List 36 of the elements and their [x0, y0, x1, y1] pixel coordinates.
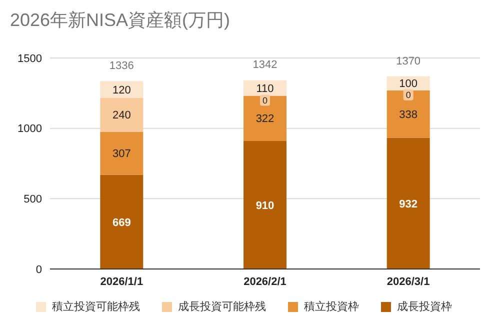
chart-title: 2026年新NISA資産額(万円) [9, 9, 232, 32]
y-tick-label: 1500 [18, 52, 42, 65]
data-label: 0 [262, 95, 268, 106]
data-label: 338 [399, 108, 418, 121]
bar [244, 96, 286, 141]
x-tick-label: 2026/1/1 [100, 276, 144, 288]
data-label: 307 [112, 148, 131, 160]
legend-label: 成長投資可能枠残 [177, 300, 266, 314]
bar [386, 138, 430, 269]
total-label: 1336 [109, 60, 134, 72]
data-label: 110 [256, 82, 274, 95]
data-label: 910 [256, 200, 274, 212]
x-tick-label: 2026/3/1 [386, 276, 430, 288]
x-tick-label: 2026/2/1 [244, 276, 286, 288]
data-label: 932 [399, 198, 418, 210]
bar [100, 174, 144, 269]
bar [100, 98, 144, 132]
total-label: 1370 [396, 55, 421, 68]
legend-label: 成長投資枠 [396, 300, 452, 314]
data-label: 120 [112, 84, 131, 96]
bar [100, 132, 144, 175]
legend-label: 積立投資可能枠残 [51, 300, 140, 314]
data-label: 322 [256, 113, 274, 126]
bar [244, 140, 286, 269]
total-label: 1342 [252, 59, 278, 72]
y-tick-label: 500 [24, 194, 42, 206]
bar [244, 80, 286, 96]
data-label: 0 [406, 90, 411, 100]
bar [100, 81, 144, 98]
legend-label: 積立投資枠 [303, 300, 359, 314]
y-tick-label: 0 [36, 264, 42, 276]
data-label: 100 [399, 78, 418, 90]
bar [386, 90, 430, 138]
data-label: 669 [112, 216, 131, 229]
y-tick-label: 1000 [18, 123, 42, 136]
data-label: 240 [112, 110, 131, 122]
